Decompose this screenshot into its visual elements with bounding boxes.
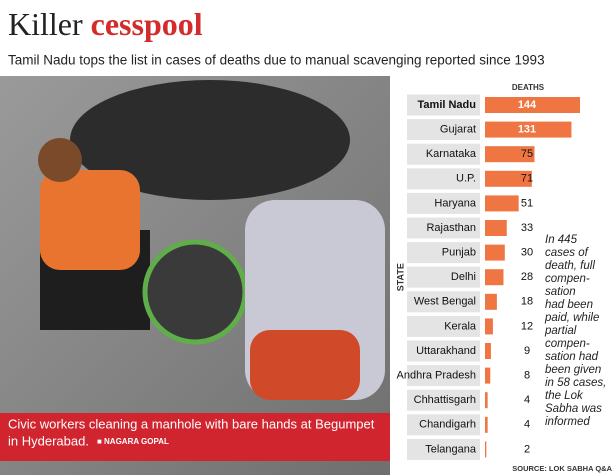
value-label: 4 bbox=[524, 419, 530, 431]
bar bbox=[485, 170, 532, 187]
annotation: sation had bbox=[545, 351, 599, 363]
bar bbox=[485, 293, 497, 310]
bar bbox=[485, 97, 580, 113]
photo-head bbox=[38, 138, 82, 182]
value-label: 51 bbox=[521, 197, 533, 209]
annotation: the Lok bbox=[545, 390, 584, 402]
bar-chart: DEATHS STATE Tamil Nadu 144 Gujarat 131 Karnat… bbox=[395, 83, 612, 473]
bar bbox=[485, 244, 505, 261]
row-label-box bbox=[407, 94, 480, 116]
category-label: Uttarakhand bbox=[416, 345, 476, 357]
title-word: Killer bbox=[8, 6, 83, 42]
value-label: 12 bbox=[521, 320, 533, 332]
annotation: partial bbox=[544, 325, 577, 337]
annotation: had been bbox=[545, 299, 593, 311]
category-label: Karnataka bbox=[426, 148, 477, 160]
row-label-box bbox=[407, 119, 480, 141]
annotation: sation bbox=[545, 286, 576, 298]
value-label: 71 bbox=[521, 173, 533, 185]
annotation: paid, while bbox=[544, 312, 599, 324]
row-label-box bbox=[407, 242, 480, 264]
subtitle: Tamil Nadu tops the list in cases of dea… bbox=[8, 53, 545, 68]
category-label: Chandigarh bbox=[419, 419, 476, 431]
annotation: been given bbox=[545, 364, 601, 376]
bar bbox=[485, 367, 491, 384]
title-highlight: cesspool bbox=[91, 6, 203, 42]
annotation: Sabha was bbox=[545, 403, 602, 415]
row-label-box bbox=[407, 291, 480, 313]
category-label: Telangana bbox=[425, 443, 477, 455]
value-label: 4 bbox=[524, 394, 530, 406]
row-label-box bbox=[407, 168, 480, 190]
photo bbox=[0, 76, 390, 475]
photo-caption: in Hyderabad. bbox=[8, 433, 89, 448]
category-label: U.P. bbox=[456, 173, 476, 185]
value-label: 18 bbox=[521, 296, 533, 308]
photo-sari bbox=[250, 330, 360, 400]
category-label: West Bengal bbox=[414, 296, 476, 308]
value-label: 9 bbox=[524, 345, 530, 357]
chart-title: Killer cesspool bbox=[8, 6, 203, 42]
row-label-box bbox=[407, 217, 480, 239]
bar bbox=[485, 121, 572, 138]
row-label-box bbox=[407, 315, 480, 337]
value-label: 33 bbox=[521, 222, 533, 234]
category-label: Gujarat bbox=[440, 124, 476, 136]
category-label: Chhattisgarh bbox=[414, 394, 476, 406]
value-label: 144 bbox=[518, 99, 537, 111]
value-label: 75 bbox=[521, 148, 533, 160]
photo-credit: ■ NAGARA GOPAL bbox=[97, 437, 169, 446]
source: SOURCE: LOK SABHA Q&A bbox=[512, 464, 612, 473]
bar bbox=[485, 441, 487, 458]
row-label-box bbox=[407, 143, 480, 165]
category-label: Kerala bbox=[444, 320, 477, 332]
bar bbox=[485, 392, 488, 409]
category-label: Haryana bbox=[434, 197, 476, 209]
annotation: compen- bbox=[545, 273, 590, 285]
category-label: Andhra Pradesh bbox=[397, 370, 477, 382]
bar bbox=[485, 416, 488, 433]
annotation: compen- bbox=[545, 338, 590, 350]
annotation: in 58 cases, bbox=[545, 377, 606, 389]
row-label-box bbox=[407, 438, 480, 460]
photo-worker bbox=[40, 170, 140, 270]
annotation: cases of bbox=[545, 247, 590, 259]
category-label: Punjab bbox=[442, 247, 476, 259]
bar bbox=[485, 146, 535, 163]
value-label: 131 bbox=[518, 124, 536, 136]
annotation: informed bbox=[545, 416, 590, 428]
category-label: Rajasthan bbox=[426, 222, 476, 234]
caption-box bbox=[0, 413, 390, 461]
axis-label: STATE bbox=[395, 263, 405, 291]
value-label: 8 bbox=[524, 370, 530, 382]
annotation: death, full bbox=[545, 260, 595, 272]
bar bbox=[485, 195, 519, 212]
value-label: 28 bbox=[521, 271, 533, 283]
bar bbox=[485, 220, 507, 236]
value-label: 30 bbox=[521, 247, 533, 259]
category-label: Tamil Nadu bbox=[418, 99, 476, 111]
bar bbox=[485, 269, 504, 286]
row-label-box bbox=[407, 365, 480, 387]
photo-pile bbox=[70, 80, 350, 200]
annotation: In 445 bbox=[545, 234, 578, 246]
bar bbox=[485, 343, 491, 359]
photo-caption: Civic workers cleaning a manhole with ba… bbox=[8, 416, 375, 431]
row-label-box bbox=[407, 266, 480, 288]
photo-basket bbox=[142, 239, 248, 345]
row-label-box bbox=[407, 192, 480, 214]
row-label-box bbox=[407, 340, 480, 362]
row-label-box bbox=[407, 414, 480, 436]
value-label: 2 bbox=[524, 443, 530, 455]
value-header: DEATHS bbox=[512, 83, 545, 92]
row-label-box bbox=[407, 389, 480, 411]
bar bbox=[485, 318, 493, 335]
category-label: Delhi bbox=[451, 271, 476, 283]
